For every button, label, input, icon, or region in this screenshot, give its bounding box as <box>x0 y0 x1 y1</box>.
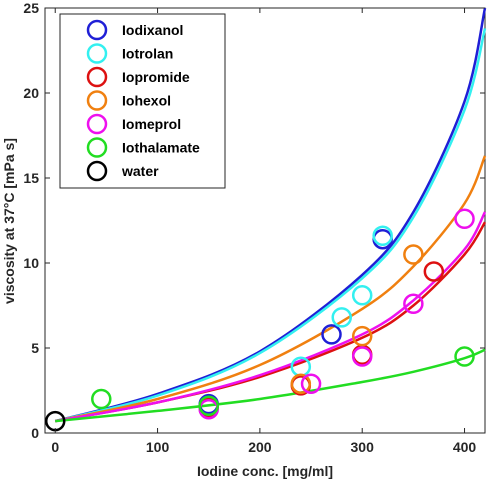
legend-marker-5 <box>86 137 108 158</box>
legend-marker-3 <box>86 90 108 111</box>
legend: Iodixanol Iotrolan Iopromide Iohexol Iomepro… <box>59 13 226 189</box>
data-point-0-1 <box>321 324 342 345</box>
fit-curve-1 <box>54 28 487 423</box>
x-tick-label-4: 400 <box>453 439 477 455</box>
x-axis-ticks: 0 100 200 300 400 <box>51 8 476 455</box>
fit-curves <box>54 7 487 423</box>
fit-curve-0 <box>54 7 487 423</box>
data-point-3-0 <box>290 373 312 394</box>
data-point-4-4 <box>454 208 475 230</box>
data-point-5-1 <box>198 395 219 417</box>
legend-marker-1 <box>86 43 108 64</box>
fit-curve-3 <box>54 155 487 423</box>
legend-marker-2 <box>86 66 108 88</box>
data-points <box>44 208 475 432</box>
data-point-1-2 <box>351 285 373 306</box>
y-tick-label-5: 25 <box>23 0 39 16</box>
data-point-3-1 <box>351 325 373 347</box>
fit-curve-4 <box>54 211 487 423</box>
data-point-4-3 <box>403 293 424 315</box>
legend-label-3: Iohexol <box>122 93 171 109</box>
x-axis-label: Iodine conc. [mg/ml] <box>197 463 333 479</box>
legend-marker-4 <box>86 113 108 135</box>
data-point-4-1 <box>300 373 322 394</box>
legend-marker-0 <box>86 19 108 41</box>
legend-label-5: Iothalamate <box>122 140 200 156</box>
data-point-1-3 <box>372 225 393 247</box>
legend-label-6: water <box>121 163 159 179</box>
x-tick-label-1: 100 <box>146 439 170 455</box>
legend-marker-6 <box>86 160 108 182</box>
y-tick-label-2: 10 <box>23 255 39 271</box>
data-point-3-2 <box>403 244 424 265</box>
y-tick-label-0: 0 <box>31 425 39 441</box>
y-tick-label-1: 5 <box>31 340 39 356</box>
y-tick-label-4: 20 <box>23 85 39 101</box>
y-axis-ticks: 0 5 10 15 20 25 <box>23 0 485 441</box>
data-point-2-3 <box>423 261 445 282</box>
legend-label-0: Iodixanol <box>122 22 183 38</box>
legend-label-1: Iotrolan <box>122 46 173 62</box>
x-tick-label-3: 300 <box>351 439 375 455</box>
data-point-1-1 <box>331 307 352 328</box>
data-point-5-0 <box>91 388 112 410</box>
legend-label-4: Iomeprol <box>122 116 181 132</box>
data-point-5-2 <box>454 346 475 367</box>
legend-label-2: Iopromide <box>122 69 190 85</box>
y-axis-label: viscosity at 37°C [mPa s] <box>1 138 17 304</box>
fit-curve-5 <box>55 348 486 423</box>
data-point-4-2 <box>351 346 373 367</box>
x-tick-label-0: 0 <box>51 439 59 455</box>
x-tick-label-2: 200 <box>248 439 272 455</box>
y-tick-label-3: 15 <box>23 170 39 186</box>
